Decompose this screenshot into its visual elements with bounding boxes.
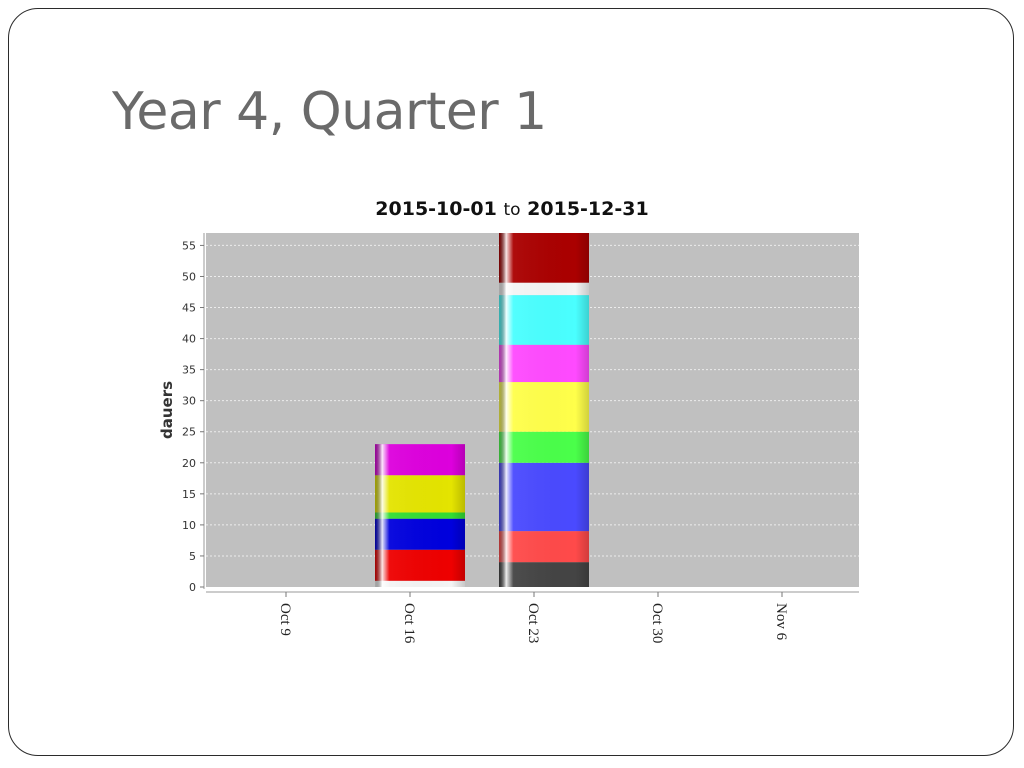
x-tick-label: Oct 30 <box>649 603 665 643</box>
y-tick-label: 20 <box>182 457 196 470</box>
y-tick-label: 55 <box>182 239 196 252</box>
y-tick-label: 0 <box>189 581 196 594</box>
x-tick-label: Oct 23 <box>525 603 541 643</box>
x-tick-label: Oct 16 <box>401 603 417 644</box>
x-tick-label: Oct 9 <box>277 603 293 636</box>
slide-title: Year 4, Quarter 1 <box>112 82 547 142</box>
x-tick-label: Nov 6 <box>773 603 789 641</box>
chart-title: 2015-10-01 to 2015-12-31 <box>0 198 1024 220</box>
y-tick-label: 50 <box>182 270 196 283</box>
slide-frame <box>8 8 1014 756</box>
y-tick-label: 30 <box>182 395 196 408</box>
y-tick-label: 15 <box>182 488 196 501</box>
y-axis-label: dauers <box>158 381 176 439</box>
bar-highlight <box>499 233 589 587</box>
y-tick-label: 5 <box>189 550 196 563</box>
y-tick-label: 35 <box>182 364 196 377</box>
y-tick-label: 25 <box>182 426 196 439</box>
y-tick-label: 10 <box>182 519 196 532</box>
y-tick-label: 45 <box>182 302 196 315</box>
bar-highlight <box>375 444 465 587</box>
chart-title-start: 2015-10-01 <box>375 198 497 220</box>
y-tick-label: 40 <box>182 333 196 346</box>
chart-title-end: 2015-12-31 <box>527 198 649 220</box>
chart-title-to: to <box>503 200 521 220</box>
